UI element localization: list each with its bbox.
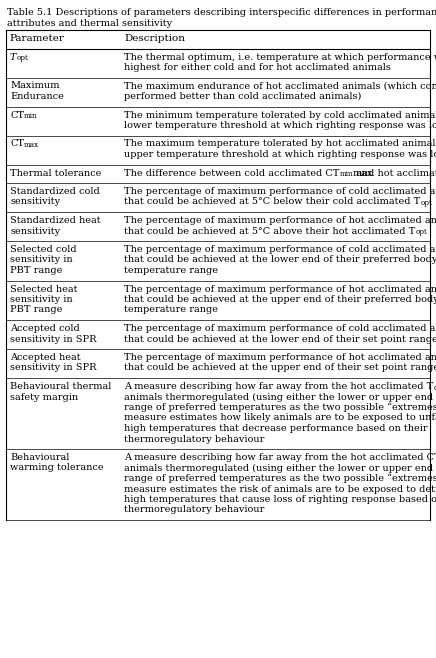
Text: sensitivity: sensitivity <box>10 226 60 236</box>
Text: range of preferred temperatures as the two possible “extremes”): this: range of preferred temperatures as the t… <box>124 474 436 484</box>
Text: range of preferred temperatures as the two possible “extremes”): this: range of preferred temperatures as the t… <box>124 403 436 413</box>
Text: Endurance: Endurance <box>10 92 64 101</box>
Text: Parameter: Parameter <box>9 34 64 43</box>
Text: The percentage of maximum performance of hot acclimated animals: The percentage of maximum performance of… <box>124 284 436 293</box>
Text: opt: opt <box>420 199 432 207</box>
Text: sensitivity in: sensitivity in <box>10 255 73 265</box>
Text: that could be achieved at 5°C above their hot acclimated T: that could be achieved at 5°C above thei… <box>124 226 415 236</box>
Text: The thermal optimum, i.e. temperature at which performance was the: The thermal optimum, i.e. temperature at… <box>124 53 436 61</box>
Text: PBT range: PBT range <box>10 266 62 275</box>
Text: sensitivity in SPR: sensitivity in SPR <box>10 334 96 343</box>
Text: thermoregulatory behaviour: thermoregulatory behaviour <box>124 505 264 515</box>
Text: Behavioural: Behavioural <box>10 453 69 462</box>
Text: thermoregulatory behaviour: thermoregulatory behaviour <box>124 434 264 443</box>
Text: CT: CT <box>10 139 24 149</box>
Text: that could be achieved at the lower end of their preferred body: that could be achieved at the lower end … <box>124 255 436 265</box>
Text: The percentage of maximum performance of cold acclimated animals: The percentage of maximum performance of… <box>124 245 436 254</box>
Text: safety margin: safety margin <box>10 393 78 401</box>
Text: and hot acclimated CT: and hot acclimated CT <box>353 168 436 178</box>
Text: The percentage of maximum performance of hot acclimated animals: The percentage of maximum performance of… <box>124 353 436 362</box>
Text: The maximum temperature tolerated by hot acclimated animals, i.e. the: The maximum temperature tolerated by hot… <box>124 139 436 149</box>
Text: Maximum: Maximum <box>10 82 59 91</box>
Text: The difference between cold acclimated CT: The difference between cold acclimated C… <box>124 168 339 178</box>
Text: that could be achieved at the upper end of their preferred body: that could be achieved at the upper end … <box>124 295 436 304</box>
Text: A measure describing how far away from the hot acclimated T: A measure describing how far away from t… <box>124 382 433 391</box>
Text: Selected cold: Selected cold <box>10 245 77 254</box>
Text: sensitivity in: sensitivity in <box>10 295 73 304</box>
Text: Behavioural thermal: Behavioural thermal <box>10 382 111 391</box>
Text: The percentage of maximum performance of hot acclimated animals: The percentage of maximum performance of… <box>124 216 436 225</box>
Text: A measure describing how far away from the hot acclimated CT: A measure describing how far away from t… <box>124 453 436 462</box>
Text: Standardized cold: Standardized cold <box>10 187 100 196</box>
Text: sensitivity in SPR: sensitivity in SPR <box>10 363 96 372</box>
Text: that could be achieved at 5°C below their cold acclimated T: that could be achieved at 5°C below thei… <box>124 197 420 207</box>
Text: The percentage of maximum performance of cold acclimated animals: The percentage of maximum performance of… <box>124 324 436 333</box>
Text: The maximum endurance of hot acclimated animals (which consistently: The maximum endurance of hot acclimated … <box>124 82 436 91</box>
Text: temperature range: temperature range <box>124 266 218 275</box>
Text: CT: CT <box>10 111 24 120</box>
Text: The percentage of maximum performance of cold acclimated animals: The percentage of maximum performance of… <box>124 187 436 196</box>
Text: opt: opt <box>17 55 28 63</box>
Text: The minimum temperature tolerated by cold acclimated animals, i.e. the: The minimum temperature tolerated by col… <box>124 111 436 120</box>
Text: opt: opt <box>433 384 436 392</box>
Text: max: max <box>24 141 39 149</box>
Text: upper temperature threshold at which righting response was lost: upper temperature threshold at which rig… <box>124 150 436 159</box>
Text: temperature range: temperature range <box>124 305 218 315</box>
Text: lower temperature threshold at which righting response was lost: lower temperature threshold at which rig… <box>124 121 436 130</box>
Text: that could be achieved at the upper end of their set point range: that could be achieved at the upper end … <box>124 363 436 372</box>
Text: animals thermoregulated (using either the lower or upper end of their: animals thermoregulated (using either th… <box>124 393 436 401</box>
Text: max: max <box>353 168 374 178</box>
Text: high temperatures that cause loss of righting response based on their: high temperatures that cause loss of rig… <box>124 495 436 504</box>
Text: Description: Description <box>124 34 185 43</box>
Text: T: T <box>10 53 17 61</box>
Text: opt: opt <box>415 228 427 236</box>
Text: PBT range: PBT range <box>10 305 62 315</box>
Text: measure estimates the risk of animals are to be exposed to detrimentally: measure estimates the risk of animals ar… <box>124 484 436 494</box>
Text: Accepted cold: Accepted cold <box>10 324 80 333</box>
Text: animals thermoregulated (using either the lower or upper end of their: animals thermoregulated (using either th… <box>124 463 436 472</box>
Text: Standardized heat: Standardized heat <box>10 216 101 225</box>
Text: Accepted heat: Accepted heat <box>10 353 81 362</box>
Text: performed better than cold acclimated animals): performed better than cold acclimated an… <box>124 92 361 101</box>
Text: high temperatures that decrease performance based on their: high temperatures that decrease performa… <box>124 424 428 433</box>
Text: that could be achieved at the lower end of their set point range: that could be achieved at the lower end … <box>124 334 436 343</box>
Text: Selected heat: Selected heat <box>10 284 78 293</box>
Text: min: min <box>24 113 37 120</box>
Text: Thermal tolerance: Thermal tolerance <box>10 168 102 178</box>
Text: warming tolerance: warming tolerance <box>10 463 104 472</box>
Text: sensitivity: sensitivity <box>10 197 60 207</box>
Text: min: min <box>339 170 353 178</box>
Text: Table 5.1 Descriptions of parameters describing interspecific differences in per: Table 5.1 Descriptions of parameters des… <box>7 8 436 17</box>
Text: attributes and thermal sensitivity: attributes and thermal sensitivity <box>7 19 172 28</box>
Text: measure estimates how likely animals are to be exposed to unfavourably: measure estimates how likely animals are… <box>124 413 436 422</box>
Text: highest for either cold and for hot acclimated animals: highest for either cold and for hot accl… <box>124 63 391 72</box>
